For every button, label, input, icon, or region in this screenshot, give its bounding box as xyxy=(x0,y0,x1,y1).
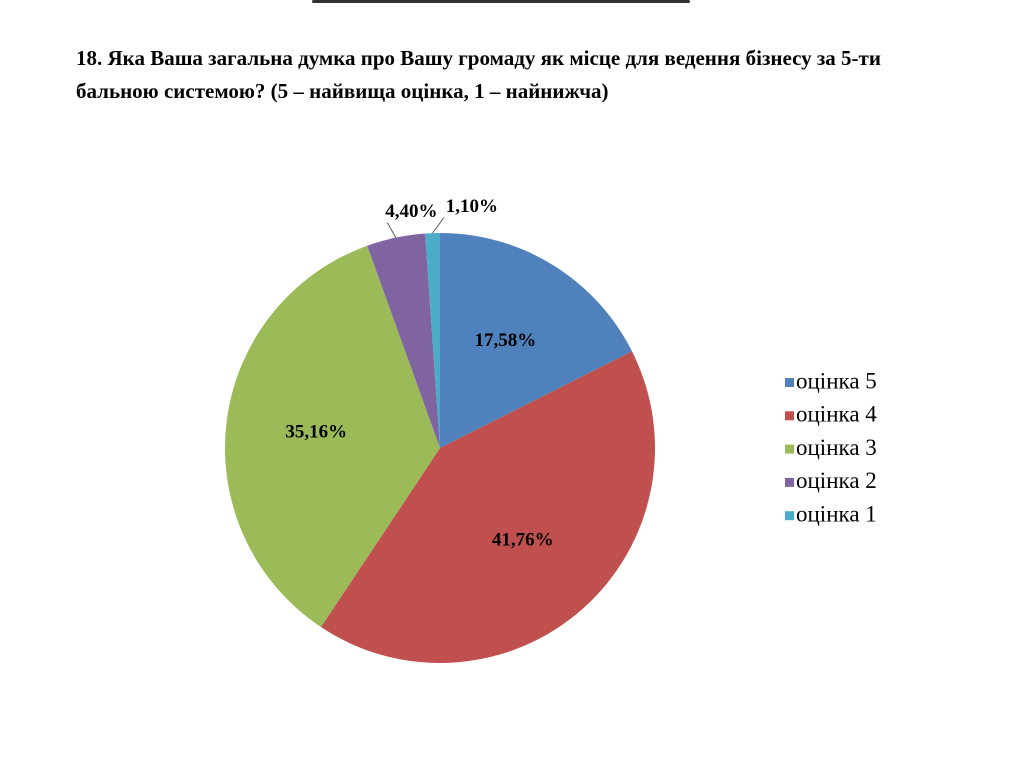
legend-swatch xyxy=(785,511,794,521)
legend-label: оцінка 5 xyxy=(796,368,877,393)
pie-slice xyxy=(225,245,440,628)
pie-slice xyxy=(320,351,655,663)
pie-slice xyxy=(440,233,633,448)
legend-swatch xyxy=(785,444,794,454)
legend-label: оцінка 4 xyxy=(796,402,877,427)
legend-label: оцінка 2 xyxy=(796,468,877,493)
pie-slice xyxy=(367,233,440,448)
data-label: 41,76% xyxy=(492,530,554,551)
data-label: 4,40% xyxy=(385,201,437,222)
legend-label: оцінка 1 xyxy=(796,501,877,526)
data-label: 1,10% xyxy=(446,196,498,217)
leader-line xyxy=(386,222,397,238)
leader-line xyxy=(432,217,445,234)
legend-swatch xyxy=(785,378,794,387)
data-label: 17,58% xyxy=(475,330,537,351)
data-label: 35,16% xyxy=(285,421,347,442)
legend-label: оцінка 3 xyxy=(796,435,877,460)
legend-swatch xyxy=(785,477,794,487)
pie-slice xyxy=(425,233,440,448)
legend-swatch xyxy=(785,411,794,421)
top-bar xyxy=(312,0,690,3)
chart-title: 18. Яка Ваша загальна думка про Вашу гро… xyxy=(76,46,881,103)
